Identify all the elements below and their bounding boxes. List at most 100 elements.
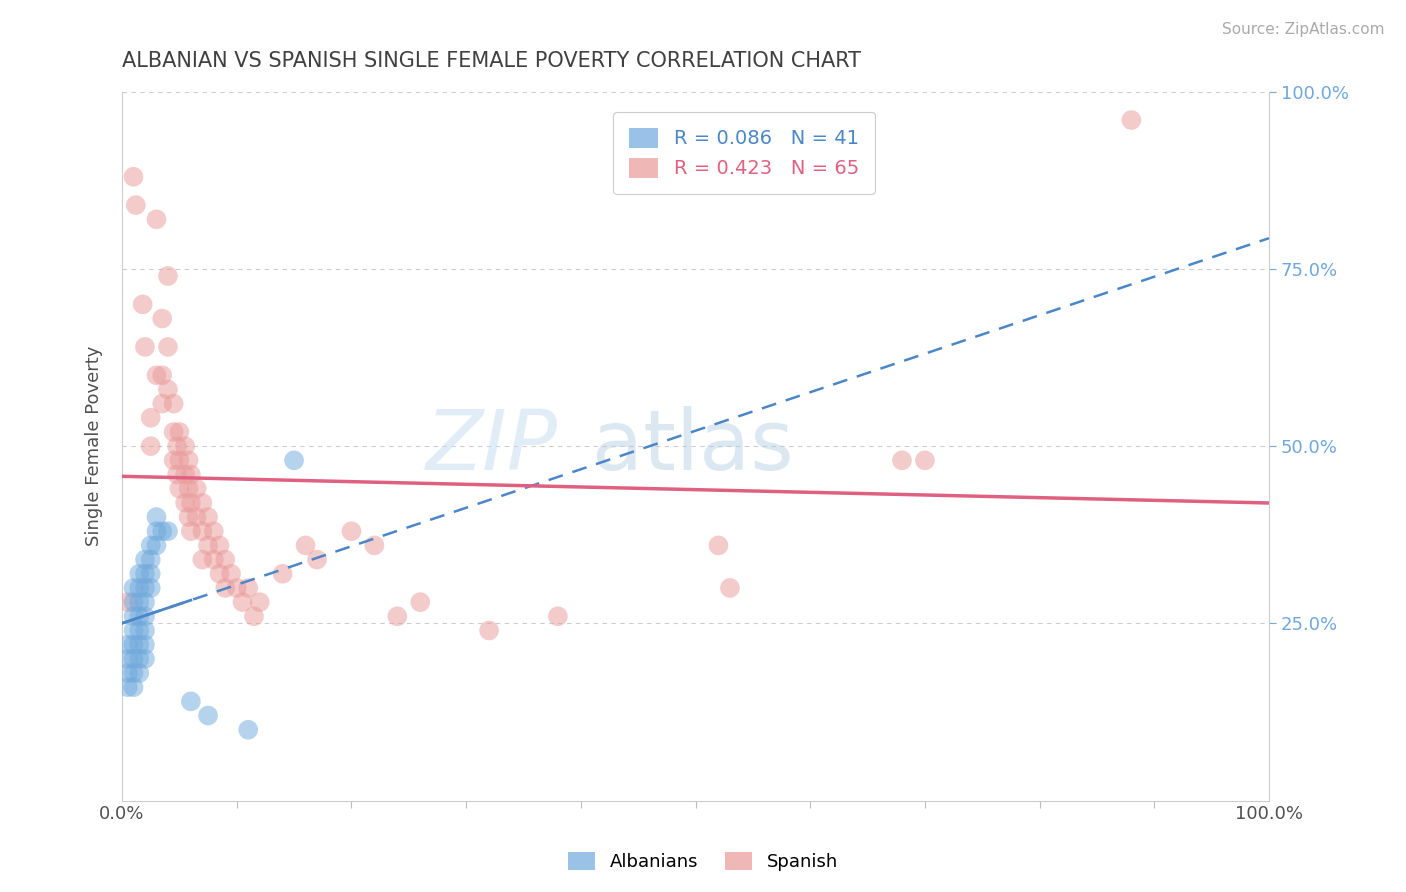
Point [128,581,150,595]
Point [156,383,179,397]
Point [166,467,188,482]
Point [191,552,214,566]
Point [169,453,191,467]
Point [202,524,225,539]
Point [150,368,173,383]
Legend: Albanians, Spanish: Albanians, Spanish [561,845,845,879]
Point [134,340,156,354]
Point [139,566,162,581]
Y-axis label: Single Female Poverty: Single Female Poverty [86,346,103,546]
Point [134,609,156,624]
Point [128,595,150,609]
Point [166,439,188,453]
Point [387,609,409,624]
Point [214,552,236,566]
Point [340,524,363,539]
Point [214,581,236,595]
Point [134,595,156,609]
Point [409,595,432,609]
Point [122,680,145,694]
Point [180,694,202,708]
Point [177,510,200,524]
Point [169,425,191,439]
Point [231,595,253,609]
Point [271,566,294,581]
Point [117,638,139,652]
Point [283,453,305,467]
Point [305,552,328,566]
Point [145,368,167,383]
Point [128,566,150,581]
Point [197,708,219,723]
Point [180,467,202,482]
Point [139,581,162,595]
Point [156,340,179,354]
Point [249,595,271,609]
Point [174,467,197,482]
Point [547,609,569,624]
Point [225,581,247,595]
Point [163,453,186,467]
Point [163,396,186,410]
Text: ZIP: ZIP [426,406,558,487]
Point [914,453,936,467]
Point [186,482,208,496]
Point [122,638,145,652]
Point [125,198,148,212]
Point [891,453,914,467]
Point [180,496,202,510]
Point [128,638,150,652]
Point [139,439,162,453]
Point [134,566,156,581]
Point [238,581,260,595]
Point [128,665,150,680]
Text: ALBANIAN VS SPANISH SINGLE FEMALE POVERTY CORRELATION CHART: ALBANIAN VS SPANISH SINGLE FEMALE POVERT… [122,51,860,70]
Point [145,212,167,227]
Point [139,552,162,566]
Legend: R = 0.086   N = 41, R = 0.423   N = 65: R = 0.086 N = 41, R = 0.423 N = 65 [613,112,875,194]
Point [180,524,202,539]
Point [139,410,162,425]
Point [169,482,191,496]
Point [139,538,162,552]
Point [238,723,260,737]
Point [478,624,501,638]
Point [117,652,139,666]
Point [718,581,741,595]
Point [219,566,242,581]
Point [150,396,173,410]
Point [208,538,231,552]
Point [1121,113,1143,128]
Point [145,510,167,524]
Point [191,524,214,539]
Point [128,609,150,624]
Point [202,552,225,566]
Point [131,297,153,311]
Point [134,652,156,666]
Point [174,439,197,453]
Point [177,453,200,467]
Point [122,595,145,609]
Point [191,496,214,510]
Point [163,425,186,439]
Point [134,552,156,566]
Text: atlas: atlas [592,406,794,487]
Point [117,595,139,609]
Point [174,496,197,510]
Point [150,524,173,539]
Point [122,652,145,666]
Point [177,482,200,496]
Point [117,665,139,680]
Point [186,510,208,524]
Point [197,510,219,524]
Text: Source: ZipAtlas.com: Source: ZipAtlas.com [1222,22,1385,37]
Point [128,624,150,638]
Point [363,538,385,552]
Point [707,538,730,552]
Point [294,538,316,552]
Point [122,581,145,595]
Point [208,566,231,581]
Point [128,652,150,666]
Point [122,169,145,184]
Point [243,609,266,624]
